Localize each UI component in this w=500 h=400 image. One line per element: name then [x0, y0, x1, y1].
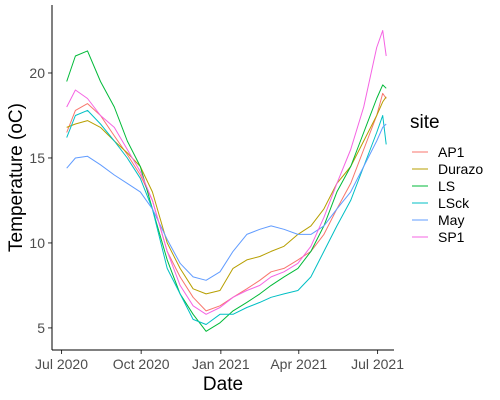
series-line-sp1	[66, 30, 387, 315]
x-tick-label: Jul 2020	[35, 356, 88, 372]
series-line-may	[66, 123, 387, 281]
x-tick-label: Jan 2021	[192, 356, 250, 372]
legend-label-ls: LS	[438, 178, 455, 194]
x-axis-ticks: Jul 2020 Oct 2020 Jan 2021 Apr 2021 Jul 2021	[35, 350, 404, 372]
series-line-ls	[66, 50, 387, 332]
series-line-lsck	[66, 109, 387, 325]
y-tick-label: 20	[29, 65, 45, 81]
x-tick-label: Oct 2020	[113, 356, 170, 372]
legend-label-ap1: AP1	[438, 144, 465, 160]
y-axis-ticks: 5 10 15 20	[29, 65, 52, 336]
series-line-durazo	[66, 96, 387, 295]
x-tick-label: Apr 2021	[270, 356, 327, 372]
y-tick-label: 10	[29, 235, 45, 251]
y-tick-label: 15	[29, 150, 45, 166]
legend-label-durazo: Durazo	[438, 161, 483, 177]
y-tick-label: 5	[37, 320, 45, 336]
series-lines	[66, 30, 387, 332]
legend-title: site	[410, 112, 440, 133]
x-tick-label: Jul 2021	[351, 356, 404, 372]
series-line-ap1	[66, 92, 387, 312]
x-axis-title: Date	[203, 374, 243, 395]
y-axis-title: Temperature (oC)	[6, 103, 27, 252]
legend-label-lsck: LSck	[438, 195, 470, 211]
legend-label-sp1: SP1	[438, 229, 465, 245]
legend-label-may: May	[438, 212, 464, 228]
